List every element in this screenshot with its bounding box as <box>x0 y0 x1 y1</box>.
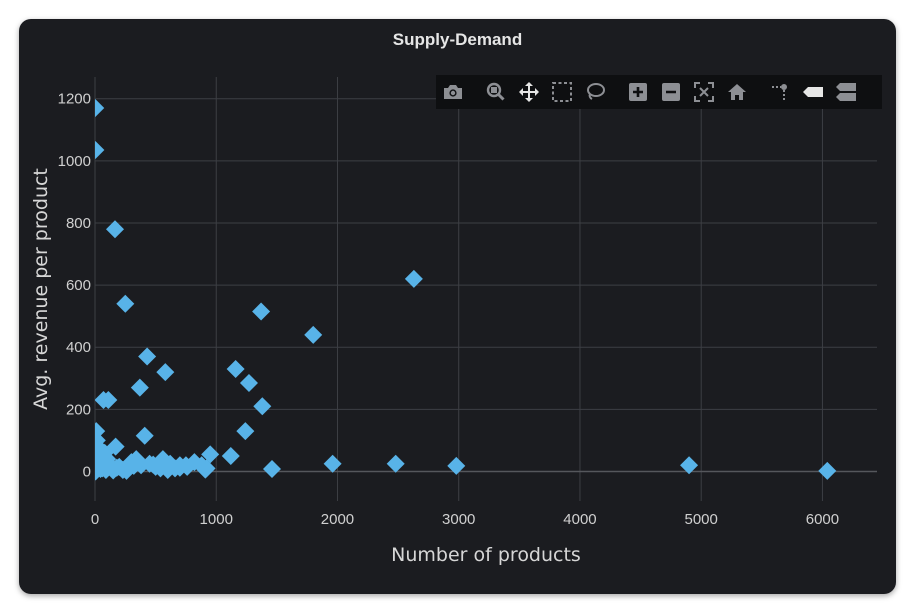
y-tick-label: 200 <box>66 401 91 418</box>
data-point[interactable] <box>130 378 149 397</box>
chart-card: Supply-Demand 0 1000 2000 3000 4000 5000 6000 0… <box>19 19 896 594</box>
data-point[interactable] <box>323 454 342 473</box>
modebar <box>436 75 882 109</box>
zoom-icon[interactable] <box>479 75 512 109</box>
data-point[interactable] <box>263 460 282 479</box>
data-point[interactable] <box>253 397 272 416</box>
data-point[interactable] <box>176 456 195 475</box>
data-point[interactable] <box>226 359 245 378</box>
data-point[interactable] <box>447 456 466 475</box>
hover-closest-icon[interactable] <box>796 75 829 109</box>
autoscale-icon[interactable] <box>687 75 720 109</box>
y-tick-label: 1000 <box>58 153 91 170</box>
camera-icon[interactable] <box>436 75 469 109</box>
data-point[interactable] <box>138 347 157 366</box>
chart-title: Supply-Demand <box>392 30 523 49</box>
data-point[interactable] <box>252 302 271 321</box>
scatter-plot[interactable]: 0 1000 2000 3000 4000 5000 6000 0 200 400 600 800 10… <box>19 19 896 594</box>
data-point[interactable] <box>304 325 323 344</box>
y-tick-label: 800 <box>66 215 91 232</box>
x-tick-label: 3000 <box>442 511 475 528</box>
data-point[interactable] <box>818 461 837 480</box>
hover-compare-icon[interactable] <box>829 75 862 109</box>
y-axis-title: Avg. revenue per product <box>30 168 52 410</box>
y-tick-label: 1200 <box>58 91 91 108</box>
data-point[interactable] <box>86 140 105 159</box>
data-point[interactable] <box>201 445 220 464</box>
x-tick-label: 2000 <box>321 511 354 528</box>
y-tick-label: 0 <box>83 463 91 480</box>
data-point[interactable] <box>236 422 255 441</box>
data-point[interactable] <box>386 454 405 473</box>
data-point[interactable] <box>116 294 135 313</box>
lasso-select-icon[interactable] <box>578 75 611 109</box>
data-point[interactable] <box>221 446 240 465</box>
x-tick-label: 6000 <box>806 511 839 528</box>
data-point[interactable] <box>135 426 154 445</box>
pan-icon[interactable] <box>512 75 545 109</box>
zoom-out-icon[interactable] <box>654 75 687 109</box>
data-point[interactable] <box>239 373 258 392</box>
data-point[interactable] <box>158 460 177 479</box>
x-axis-title: Number of products <box>391 544 581 566</box>
x-tick-label: 1000 <box>200 511 233 528</box>
reset-axes-icon[interactable] <box>720 75 753 109</box>
data-point[interactable] <box>86 99 105 118</box>
data-point[interactable] <box>124 456 143 475</box>
toggle-spikelines-icon[interactable] <box>763 75 796 109</box>
zoom-in-icon[interactable] <box>621 75 654 109</box>
y-tick-label: 400 <box>66 339 91 356</box>
data-point[interactable] <box>404 269 423 288</box>
data-point[interactable] <box>106 220 125 239</box>
x-tick-label: 4000 <box>563 511 596 528</box>
data-point[interactable] <box>680 456 699 475</box>
data-point[interactable] <box>117 461 136 480</box>
y-tick-label: 600 <box>66 277 91 294</box>
x-tick-label: 0 <box>91 511 99 528</box>
data-point[interactable] <box>156 363 175 382</box>
data-points-group <box>86 99 837 481</box>
data-point[interactable] <box>106 437 125 456</box>
box-select-icon[interactable] <box>545 75 578 109</box>
data-point[interactable] <box>94 391 113 410</box>
x-tick-label: 5000 <box>685 511 718 528</box>
data-point[interactable] <box>196 460 215 479</box>
